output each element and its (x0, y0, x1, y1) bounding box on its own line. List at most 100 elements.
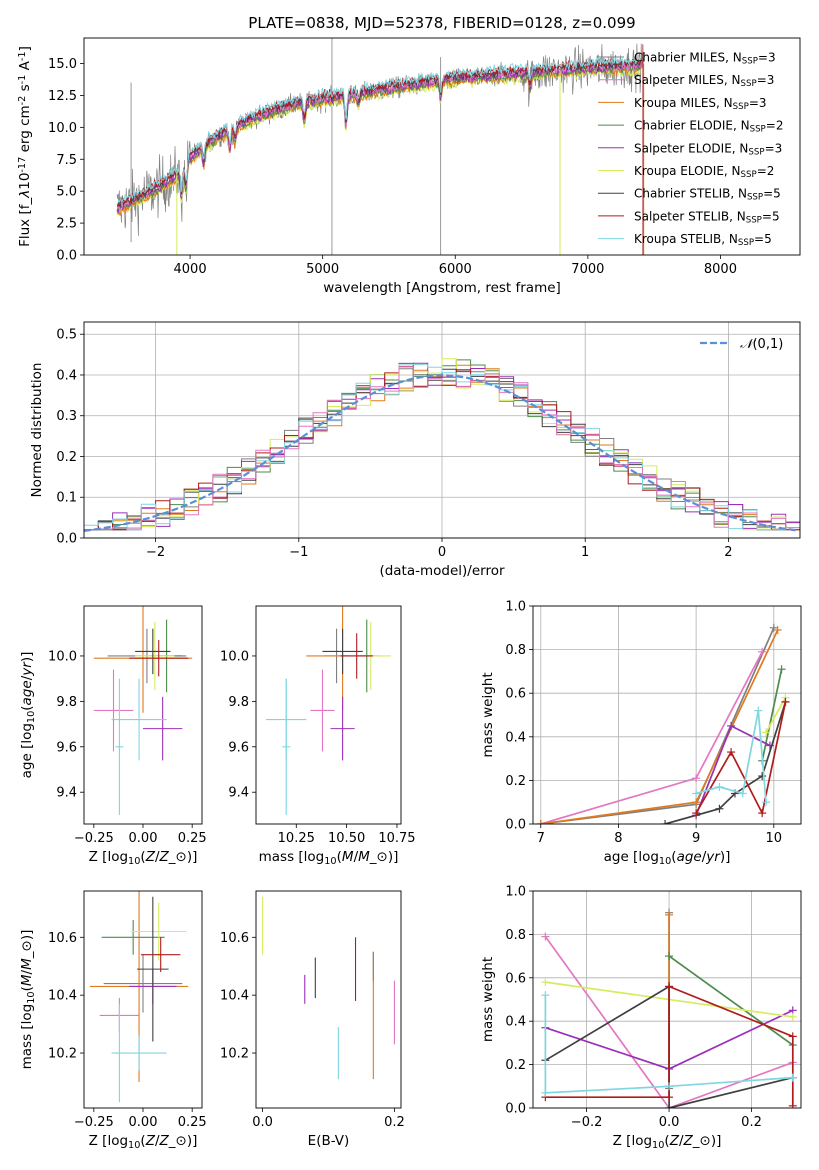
x-tick-label: 5000 (306, 262, 339, 277)
axes-frame (83, 321, 801, 539)
legend: Chabrier MILES, NSSP=3 Salpeter MILES, NS… (598, 51, 783, 248)
mass-weight-line-kroupa_stelib (544, 995, 793, 1094)
y-tick-label: 12.5 (48, 89, 77, 104)
x-tick-label: −0.2 (571, 1115, 603, 1130)
mass-weight-line-salpeter_stelib (695, 701, 787, 816)
plot-area (266, 606, 391, 815)
x-tick-label: 10.25 (278, 831, 315, 846)
panel-mass_weight_vs_age: 7 8 9 10 0.0 0.2 0.4 0.6 0.8 1.0 age [log10(age/yr… (480, 600, 802, 867)
plot-area (536, 623, 790, 824)
y-tick-label: 0.6 (505, 687, 526, 702)
x-tick-label: 8000 (704, 262, 737, 277)
y-axis-label: Flux [f_λ10-17 erg cm-2 s-1 A-1] (17, 46, 33, 247)
y-tick-label: 0.0 (56, 532, 77, 547)
y-tick-label: 9.4 (56, 786, 77, 801)
x-axis-label: E(B-V) (308, 1133, 350, 1149)
legend-label-salpeter_stelib: Salpeter STELIB, NSSP=5 (634, 209, 780, 225)
x-tick-label: 0.2 (384, 1115, 405, 1130)
x-tick-label: 7000 (571, 262, 604, 277)
y-tick-label: 10.2 (220, 1047, 249, 1062)
plot-area (93, 606, 193, 815)
x-axis-label: Z [log10(Z/Z_⊙)] (613, 1133, 722, 1151)
y-tick-label: 1.0 (505, 600, 526, 615)
x-axis-label: Z [log10(Z/Z_⊙)] (89, 1133, 198, 1151)
x-tick-label: −2 (146, 545, 165, 560)
legend-label-chabrier_miles: Chabrier MILES, NSSP=3 (634, 51, 776, 67)
mass-weight-line-chabrier_miles (540, 627, 775, 824)
legend-label-chabrier_elodie: Chabrier ELODIE, NSSP=2 (634, 119, 783, 135)
y-axis-label: mass [log10(M/M_⊙)] (19, 930, 37, 1070)
y-tick-label: 0.2 (505, 774, 526, 789)
legend-label-kroupa_miles: Kroupa MILES, NSSP=3 (634, 96, 767, 112)
chart-title: PLATE=0838, MJD=52378, FIBERID=0128, z=0… (248, 14, 635, 32)
y-tick-label: 9.8 (56, 695, 77, 710)
y-tick-label: 0.2 (505, 1058, 526, 1073)
y-tick-label: 7.5 (56, 153, 77, 168)
x-tick-label: 0 (438, 545, 446, 560)
y-tick-label: 10.2 (48, 1047, 77, 1062)
plot-area (541, 908, 797, 1108)
legend: 𝒩(0,1) (700, 337, 783, 352)
y-tick-label: 9.4 (228, 786, 249, 801)
y-tick-label: 9.6 (228, 740, 249, 755)
axes-frame (532, 605, 802, 825)
panel-residuals: −2 −1 0 1 2 0.0 0.1 0.2 0.3 0.4 0.5 (data-model)/er… (29, 321, 801, 579)
mass-weight-line-kroupa_elodie (765, 697, 787, 733)
x-tick-label: 0.00 (129, 1115, 158, 1130)
y-tick-label: 0.5 (56, 328, 77, 343)
plot-area (84, 358, 800, 532)
y-tick-label: 0.3 (56, 409, 77, 424)
y-tick-label: 9.8 (228, 695, 249, 710)
y-tick-label: 2.5 (56, 217, 77, 232)
legend-label-salpeter_elodie: Salpeter ELODIE, NSSP=3 (634, 141, 782, 157)
x-tick-label: 0.0 (659, 1115, 680, 1130)
panel-spectrum: 4000 5000 6000 7000 8000 0.0 2.5 5.0 7.5 10.0 12.5… (17, 14, 801, 296)
y-axis-label: mass weight (480, 672, 496, 757)
axes-frame (532, 890, 802, 1109)
y-tick-label: 0.2 (56, 450, 77, 465)
y-tick-label: 0.0 (56, 249, 77, 264)
y-tick-label: 10.6 (48, 931, 77, 946)
panel-age_vs_z: −0.25 0.00 0.25 9.4 9.6 9.8 10.0 Z [log10(Z/Z_⊙… (19, 605, 207, 867)
x-tick-label: 10.50 (328, 831, 365, 846)
x-tick-label: −0.25 (74, 831, 114, 846)
histogram-salpeter_elodie (84, 362, 800, 531)
y-tick-label: 0.0 (505, 818, 526, 833)
x-tick-label: 10.75 (378, 831, 415, 846)
axes-frame (83, 605, 203, 825)
x-tick-label: −1 (289, 545, 308, 560)
legend-label-salpeter_miles: Salpeter MILES, NSSP=3 (634, 73, 774, 89)
mass-weight-line-salpeter_miles (544, 936, 794, 1108)
y-tick-label: 10.4 (220, 989, 249, 1004)
y-tick-label: 9.6 (56, 740, 77, 755)
mass-weight-line-chabrier_elodie (761, 669, 783, 761)
x-tick-label: 0.25 (178, 831, 207, 846)
x-tick-label: 4000 (174, 262, 207, 277)
x-axis-label: wavelength [Angstrom, rest frame] (323, 280, 561, 296)
axes-frame (255, 605, 402, 825)
y-tick-label: 0.6 (505, 971, 526, 986)
y-tick-label: 10.0 (220, 649, 249, 664)
x-tick-label: −0.25 (74, 1115, 114, 1130)
y-tick-label: 0.4 (56, 368, 77, 383)
x-axis-label: age [log10(age/yr)] (604, 849, 731, 867)
x-tick-label: 7 (537, 831, 545, 846)
x-tick-label: 2 (724, 545, 732, 560)
y-axis-label: age [log10(age/yr)] (19, 652, 37, 779)
axes-frame (83, 890, 203, 1109)
panel-mass_vs_ebv: 0.0 0.2 10.2 10.4 10.6 E(B-V) (220, 890, 405, 1149)
y-axis-label: mass weight (480, 957, 496, 1042)
y-tick-label: 0.8 (505, 643, 526, 658)
legend-label-kroupa_elodie: Kroupa ELODIE, NSSP=2 (634, 164, 774, 180)
x-tick-label: 10 (766, 831, 783, 846)
y-axis-label: Normed distribution (29, 363, 45, 498)
y-tick-label: 10.0 (48, 121, 77, 136)
x-tick-label: 0.00 (129, 831, 158, 846)
axes-frame (83, 37, 801, 256)
normal-curve (84, 374, 798, 532)
y-tick-label: 0.8 (505, 928, 526, 943)
panel-age_vs_mass: 10.25 10.50 10.75 9.4 9.6 9.8 10.0 mass [log10(… (220, 605, 416, 867)
x-tick-label: 0.2 (741, 1115, 762, 1130)
y-tick-label: 1.0 (505, 885, 526, 900)
